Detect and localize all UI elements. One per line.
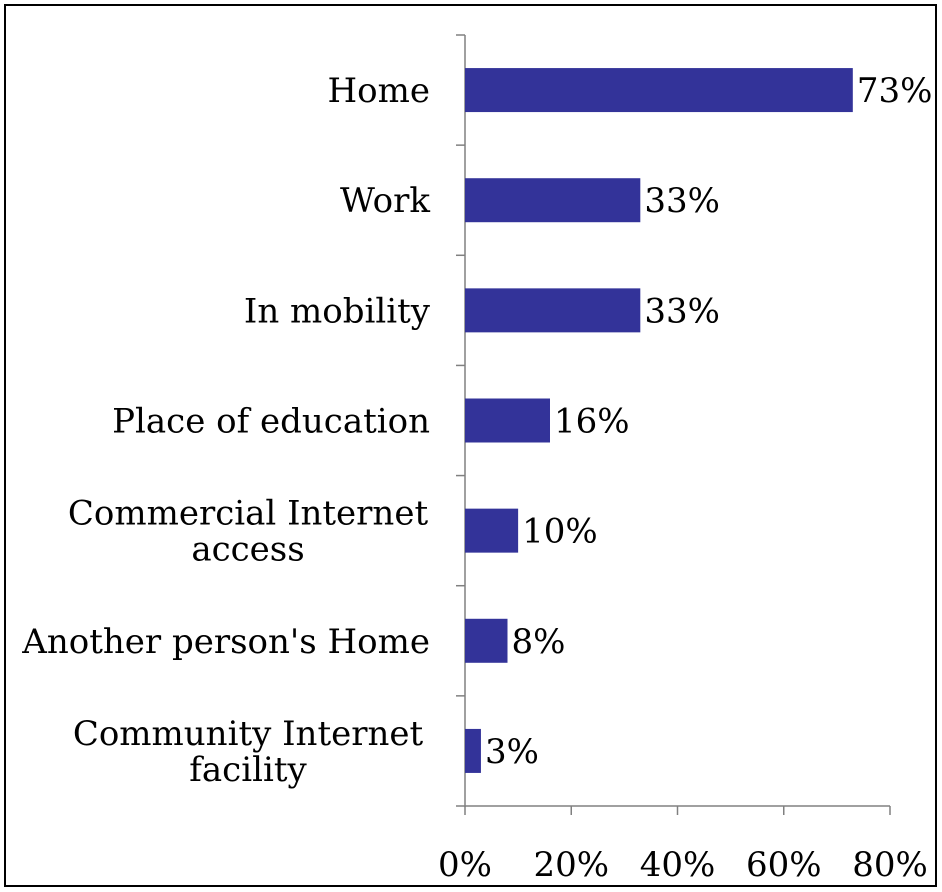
bar [465, 288, 641, 333]
bar [465, 398, 550, 443]
bar [465, 178, 641, 223]
category-label-line: facility [189, 750, 307, 790]
bar [465, 68, 853, 113]
category-label-line: Community Internet [73, 714, 424, 754]
category-label: Work [340, 181, 430, 221]
category-label: Commercial Internet access [68, 494, 429, 570]
category-label: Home [328, 71, 430, 111]
data-label: 10% [522, 512, 598, 552]
x-tick-label: 40% [640, 845, 716, 885]
data-label: 33% [644, 181, 720, 221]
data-label: 16% [554, 402, 630, 442]
category-label-line: Commercial Internet [68, 494, 429, 534]
data-label: 3% [485, 732, 539, 772]
data-label: 33% [644, 291, 720, 331]
bar [465, 618, 508, 663]
category-label-line: access [191, 530, 304, 570]
x-tick-label: 80% [852, 845, 928, 885]
x-tick-label: 0% [438, 845, 492, 885]
data-label: 8% [512, 622, 566, 662]
data-label: 73% [857, 71, 933, 111]
x-tick-label: 60% [746, 845, 822, 885]
bar [465, 728, 481, 773]
chart-frame [4, 4, 937, 887]
category-label: Place of education [112, 402, 430, 442]
category-label: Community Internet facility [73, 714, 424, 790]
bar [465, 508, 519, 553]
x-tick-label: 20% [533, 845, 609, 885]
category-label: Another person's Home [21, 622, 430, 662]
category-label: In mobility [244, 291, 431, 331]
